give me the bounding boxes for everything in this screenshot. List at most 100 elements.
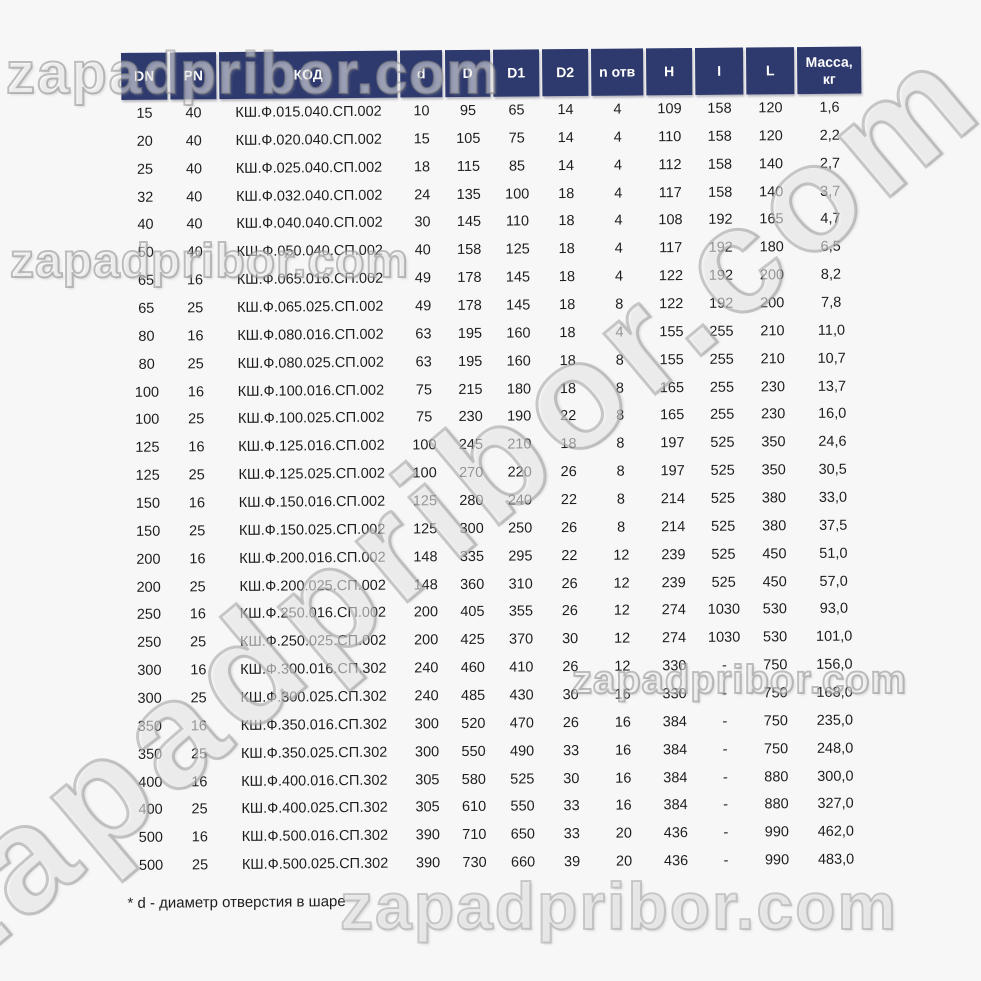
table-cell: 165 [659,379,685,396]
table-cell: КШ.Ф.100.016.СП.002 [237,382,385,400]
table-cell: 650 [510,826,536,843]
table-cell: 430 [509,687,534,704]
table-cell: 350 [137,718,163,735]
table-cell: 525 [510,770,535,788]
table-cell: 33 [563,826,580,843]
table-cell: 240 [414,688,439,705]
column-header: n отв [590,48,644,96]
table-cell: 4 [615,324,624,341]
table-cell: 155 [659,323,684,341]
table-cell: 25 [190,690,207,707]
table-cell: 210 [507,436,532,453]
table-cell: 16 [189,606,207,623]
table-cell: 155 [659,351,684,368]
table-cell: КШ.Ф.020.040.СП.002 [235,131,383,149]
table-cell: 245 [458,437,484,454]
table-cell: 192 [709,295,734,312]
table-cell: 8 [615,296,624,313]
table-cell: 8,2 [820,266,842,283]
table-cell: 530 [762,601,788,618]
table-cell: 18 [558,185,575,202]
table-cell: 16 [191,773,208,790]
table-cell: 200 [760,295,785,312]
table-cell: 240 [414,660,439,677]
table-cell: 148 [413,576,438,593]
table-cell: 25 [187,355,204,373]
table-cell: 178 [457,297,482,314]
table-cell: 16,0 [817,406,847,423]
table-cell: 6,5 [820,238,841,256]
table-cell: 25 [191,857,209,874]
table-cell: 4 [614,268,624,285]
table-cell: 15 [413,131,430,148]
table-cell: 158 [708,184,733,201]
table-cell: 140 [759,183,784,200]
table-cell: 122 [658,268,684,285]
table-cell: 16 [190,662,207,679]
column-header: DN [120,52,168,100]
table-cell: 16 [615,797,632,815]
table-cell: 4 [614,185,623,202]
column-header: H [645,47,693,96]
table-cell: 49 [415,298,432,315]
table-cell: 57,0 [819,573,848,590]
table-cell: 470 [509,715,535,732]
table-cell: 140 [758,155,784,173]
table-cell: 63 [415,326,432,343]
table-cell: 485 [460,687,486,704]
table-cell: - [723,797,729,814]
table-cell: 25 [189,523,206,540]
table-cell: 25 [187,300,204,317]
table-cell: КШ.Ф.300.025.СП.302 [240,688,387,706]
table-cell: 26 [561,603,579,620]
table-cell: 75 [508,130,525,147]
column-header: d [399,50,443,98]
table-cell: 120 [758,127,783,145]
table-cell: 350 [137,746,163,763]
table-cell: - [722,713,728,730]
table-cell: 165 [660,407,685,424]
table-cell: 360 [459,576,485,593]
table-cell: 117 [658,184,682,201]
table-cell: КШ.Ф.200.016.СП.002 [239,549,386,567]
table-cell: 330 [662,658,687,675]
table-cell: 22 [561,547,578,564]
table-cell: 125 [135,467,160,484]
table-cell: 192 [708,212,733,229]
table-cell: 108 [658,212,683,229]
table-cell: 16 [191,829,208,846]
table-cell: 178 [457,269,482,287]
table-cell: 40 [186,188,203,205]
table-cell: 195 [458,353,483,370]
table-cell: 18 [559,296,576,314]
table-cell: КШ.Ф.150.025.СП.002 [238,521,386,539]
table-cell: 150 [135,523,161,540]
column-header: I [694,47,744,95]
table-cell: 436 [663,853,689,870]
table-cell: 18 [558,269,576,286]
table-cell: 4,7 [820,211,841,228]
table-cell: 40 [185,133,202,150]
table-cell: 30,5 [818,461,847,478]
table-cell: 12 [613,630,631,647]
table-cell: 235,0 [816,712,854,729]
table-cell: 880 [764,768,789,785]
table-cell: 93,0 [819,601,849,618]
table-cell: 49 [414,270,432,287]
table-cell: 2,7 [819,155,841,172]
table-cell: 214 [660,491,686,508]
table-cell: 580 [461,771,487,788]
table-cell: 250 [136,607,162,624]
table-cell: 125 [135,439,160,457]
table-cell: 230 [760,378,786,395]
table-cell: 390 [415,827,441,844]
table-cell: 125 [412,521,438,538]
table-cell: 16 [614,714,631,731]
table-cell: 30 [562,686,579,704]
table-cell: - [721,657,727,674]
table-cell: 101,0 [815,628,853,646]
table-cell: 210 [760,350,785,368]
table-cell: 18 [560,436,577,453]
table-cell: - [722,769,728,786]
table-cell: 384 [662,741,688,758]
